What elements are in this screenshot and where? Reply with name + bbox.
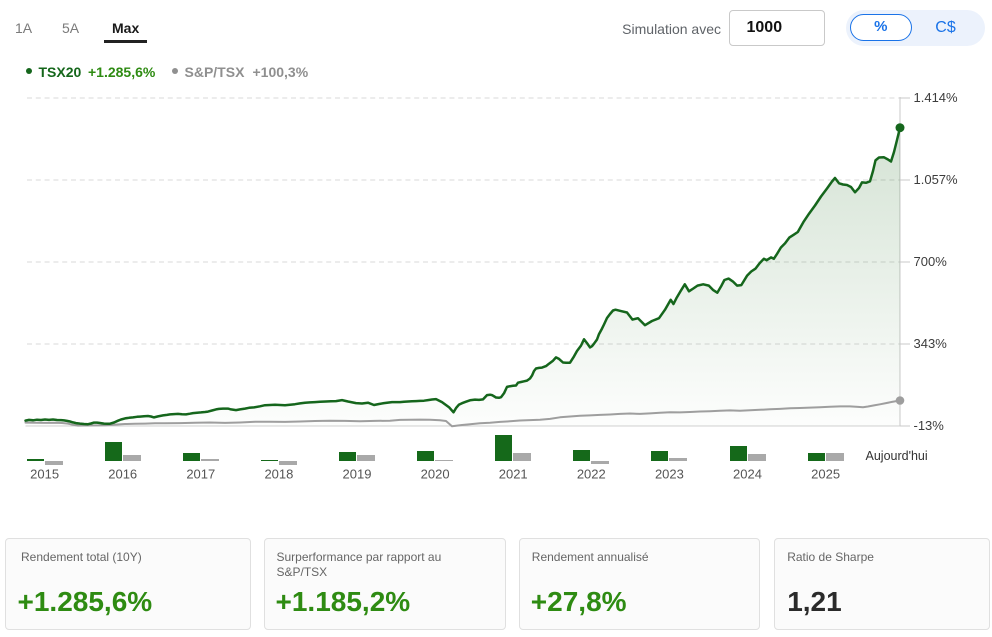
svg-text:700%: 700% <box>914 254 948 269</box>
svg-text:2018: 2018 <box>264 467 293 482</box>
svg-text:2025: 2025 <box>811 467 840 482</box>
svg-text:Aujourd'hui: Aujourd'hui <box>866 449 928 463</box>
svg-text:2017: 2017 <box>186 467 215 482</box>
svg-text:2021: 2021 <box>499 467 528 482</box>
svg-text:-13%: -13% <box>914 418 945 433</box>
svg-text:2015: 2015 <box>30 467 59 482</box>
svg-text:2024: 2024 <box>733 467 762 482</box>
svg-text:1.414%: 1.414% <box>914 90 959 105</box>
svg-text:343%: 343% <box>914 336 948 351</box>
svg-text:2022: 2022 <box>577 467 606 482</box>
svg-text:2019: 2019 <box>343 467 372 482</box>
svg-text:2023: 2023 <box>655 467 684 482</box>
svg-text:1.057%: 1.057% <box>914 172 959 187</box>
svg-text:2016: 2016 <box>108 467 137 482</box>
svg-text:2020: 2020 <box>421 467 450 482</box>
